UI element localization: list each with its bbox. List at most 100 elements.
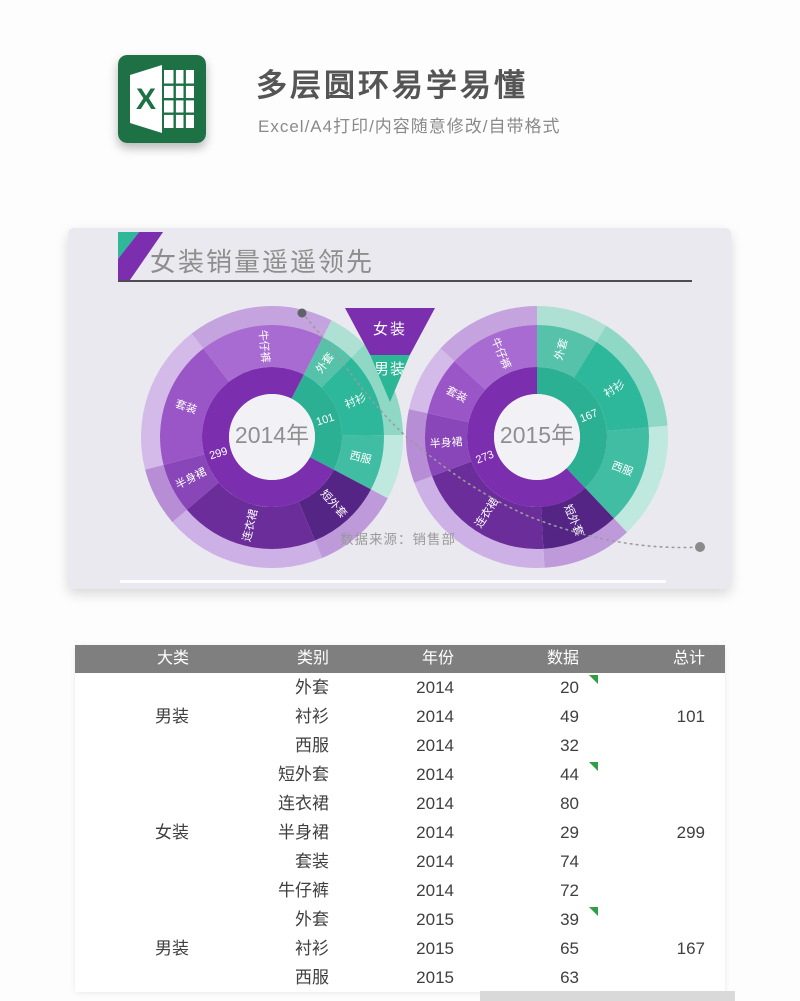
cell-value: 20 [460,673,598,702]
cell-value: 39 [460,905,598,934]
cell-total: 167 [676,939,705,958]
table-row: 女装 半身裙 2014 29 299 [75,818,725,847]
donut-segment [203,325,323,382]
legend-label-men: 男装 [373,361,406,378]
donut-center-label: 2015年 [500,422,574,448]
cell-category [75,905,195,934]
cell-value: 65 [560,939,579,958]
cell-category: 男装 [155,707,189,726]
donut-outer-segment [145,464,187,523]
table-row: 西服 2015 63 [75,963,725,992]
cell-subcategory: 西服 [295,968,329,987]
cell-value: 63 [560,968,579,987]
header-subcategory: 类别 [296,650,329,667]
cell-category [75,847,195,876]
svg-text:X: X [136,83,156,116]
table-row: 短外套 2014 44 [75,760,725,789]
cell-category: 男装 [155,939,189,958]
cell-total [585,731,725,760]
donut-segment [160,348,230,465]
comment-marker-icon [589,675,598,684]
comment-marker-icon [589,907,598,916]
cell-year: 2014 [416,678,454,697]
flag-icon [118,232,164,280]
bottom-strip [480,991,735,1001]
cell-value: 29 [560,823,579,842]
cell-value: 49 [560,707,579,726]
table-row: 套装 2014 74 [75,847,725,876]
cell-subcategory: 半身裙 [278,823,329,842]
table-row: 牛仔裤 2014 72 [75,876,725,905]
cell-total [585,905,725,934]
legend-funnel: 女装 男装 [345,308,435,402]
cell-category [75,963,195,992]
cell-subcategory: 外套 [295,678,329,697]
cell-year: 2015 [416,910,454,929]
header-total: 总计 [672,650,705,667]
donut-outer-segment [141,333,204,470]
cell-category [75,789,195,818]
cell-year: 2014 [416,823,454,842]
donut-outer-segment [172,509,323,568]
data-table: 大类 类别 年份 数据 总计 外套 2014 20 男装 衬衫 2014 49 … [75,645,725,992]
cell-subcategory: 短外套 [278,765,329,784]
table-row: 连衣裙 2014 80 [75,789,725,818]
donut-segment [163,454,219,510]
cell-year: 2014 [416,707,454,726]
table-row: 男装 衬衫 2014 49 101 [75,702,725,731]
header-category: 大类 [156,650,189,667]
cell-total [585,760,725,789]
cell-year: 2014 [416,794,454,813]
cell-subcategory: 套装 [295,852,329,871]
donut-segment-label: 牛仔裤 [256,329,273,363]
header: X 多层圆环易学易懂 Excel/A4打印/内容随意修改/自带格式 [0,0,800,170]
cell-value: 44 [460,760,598,789]
comment-marker-icon [589,762,598,771]
chart-title: 女装销量遥遥领先 [150,247,375,277]
cell-year: 2015 [416,939,454,958]
cell-total [585,789,725,818]
cell-subcategory: 外套 [295,910,329,929]
table-row: 外套 2015 39 [75,905,725,934]
table-row: 外套 2014 20 [75,673,725,702]
cell-value: 72 [560,881,579,900]
page-subtitle: Excel/A4打印/内容随意修改/自带格式 [258,117,561,136]
cell-category [75,760,195,789]
cell-subcategory: 衬衫 [295,707,329,726]
cell-year: 2014 [416,736,454,755]
donut-segment [186,482,315,549]
cell-category [75,876,195,905]
table-body: 外套 2014 20 男装 衬衫 2014 49 101 西服 2014 32 … [75,673,725,992]
cell-value: 74 [560,852,579,871]
source-note: 数据来源：销售部 [340,532,456,547]
donut-center [229,394,315,480]
cell-category [75,731,195,760]
cell-subcategory: 连衣裙 [278,794,329,813]
cell-subcategory: 西服 [295,736,329,755]
cell-category: 女装 [155,823,189,842]
excel-icon: X [118,55,206,143]
cell-year: 2015 [416,968,454,987]
cell-value: 32 [560,736,579,755]
cell-total [585,847,725,876]
header-value: 数据 [546,650,579,667]
cell-value: 80 [560,794,579,813]
title-underline [118,280,692,282]
cell-year: 2014 [416,852,454,871]
cell-category [75,673,195,702]
cell-total: 101 [676,707,705,726]
excel-logo-icon: X [118,55,206,143]
cell-year: 2014 [416,765,454,784]
chart-panel: 女装销量遥遥领先 外套 衬衫 西服 101 短外套 连衣裙 半身裙 套装 牛仔裤 299 2014年… [68,228,731,589]
panel-bottom-line [120,580,666,583]
cell-total [585,673,725,702]
donut-outer-segment [191,306,332,349]
cell-subcategory: 衬衫 [295,939,329,958]
cell-subcategory: 牛仔裤 [278,881,329,900]
donut-center-label: 2014年 [235,422,309,448]
cell-total [585,876,725,905]
donut-inner-segment [202,367,334,507]
cell-total: 299 [676,823,705,842]
table-header-row: 大类 类别 年份 数据 总计 [75,645,725,673]
table-row: 男装 衬衫 2015 65 167 [75,934,725,963]
